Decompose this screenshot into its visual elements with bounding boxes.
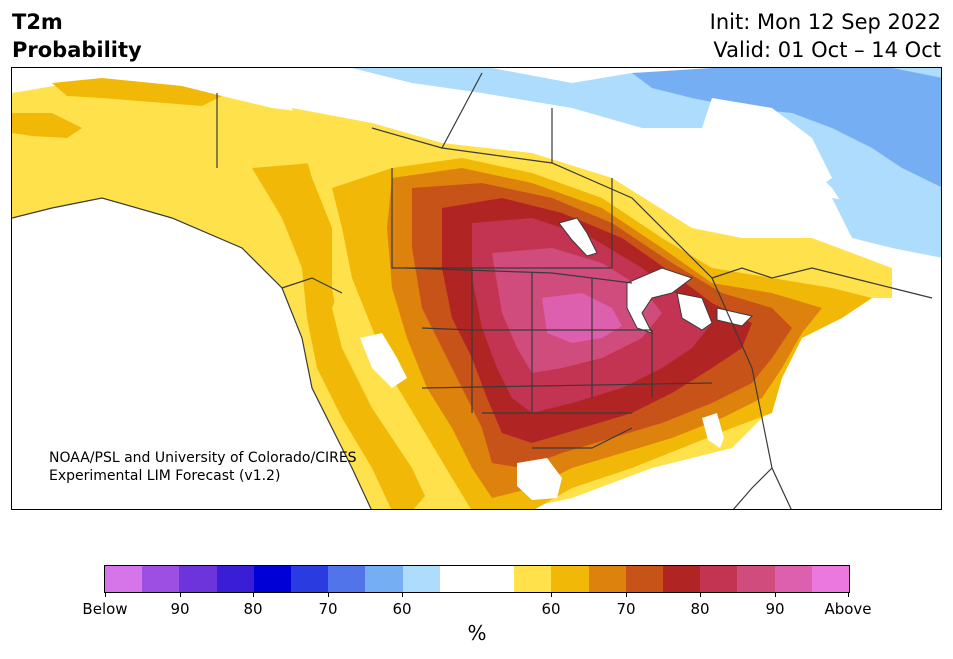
colorbar-tick-mark <box>402 593 403 597</box>
canada-blue-region <box>632 68 941 188</box>
labrador-light-blue <box>832 198 941 258</box>
colorbar-tick-above: Above <box>824 600 872 618</box>
colorbar-swatch <box>328 566 366 592</box>
probability-colorbar <box>104 565 850 593</box>
colorbar-tick-below-70: 70 <box>318 600 338 618</box>
colorbar-tick-below-60: 60 <box>392 600 412 618</box>
mexico-white-patch <box>517 458 562 500</box>
colorbar-tick-above-80: 80 <box>690 600 710 618</box>
colorbar-swatch <box>179 566 217 592</box>
colorbar-swatch <box>663 566 701 592</box>
colorbar-tick-below-90: 90 <box>170 600 190 618</box>
colorbar-tick-mark <box>253 593 254 597</box>
colorbar-swatch <box>365 566 403 592</box>
map-canvas <box>12 68 941 509</box>
colorbar-swatch <box>774 566 812 592</box>
west-coast-white-patch <box>360 333 407 388</box>
colorbar-tick-mark <box>328 593 329 597</box>
colorbar-swatch <box>216 566 254 592</box>
colorbar-swatch <box>402 566 440 592</box>
alaska-orange-patch <box>52 78 222 106</box>
credit-line-2: Experimental LIM Forecast (v1.2) <box>49 468 281 484</box>
coastlines <box>12 72 933 509</box>
colorbar-swatch <box>253 566 292 592</box>
title-line-1: T2m <box>12 10 63 34</box>
credit-line-1: NOAA/PSL and University of Colorado/CIRE… <box>49 450 357 466</box>
colorbar-tick-mark <box>105 593 106 597</box>
init-date: Init: Mon 12 Sep 2022 <box>709 10 941 34</box>
colorbar-tick-mark <box>626 593 627 597</box>
colorbar-swatch <box>105 566 143 592</box>
alaska-orange-patch-2 <box>12 113 82 138</box>
colorbar-swatch <box>700 566 738 592</box>
colorbar-tick-mark <box>775 593 776 597</box>
colorbar-tick-mark <box>700 593 701 597</box>
colorbar-swatch <box>588 566 626 592</box>
colorbar-tick-above-70: 70 <box>616 600 636 618</box>
florida-white <box>702 413 724 448</box>
title-line-2: Probability <box>12 38 142 62</box>
colorbar-swatch <box>514 566 552 592</box>
colorbar-swatch <box>439 566 478 592</box>
colorbar-swatch <box>625 566 664 592</box>
colorbar-swatch <box>811 566 850 592</box>
hudson-bay-white <box>702 98 832 198</box>
forecast-dates: Init: Mon 12 Sep 2022 Valid: 01 Oct – 14… <box>710 8 941 64</box>
colorbar-tick-below-80: 80 <box>243 600 263 618</box>
colorbar-tick-above-60: 60 <box>541 600 561 618</box>
lake-winnipeg <box>558 217 598 257</box>
colorbar-tick-mark <box>848 593 849 597</box>
colorbar-tick-above-90: 90 <box>765 600 785 618</box>
colorbar-tick-mark <box>551 593 552 597</box>
credit-text: NOAA/PSL and University of Colorado/CIRE… <box>49 449 357 485</box>
map-title: T2m Probability <box>12 8 142 64</box>
colorbar-swatch <box>477 566 515 592</box>
colorbar-unit: % <box>467 621 487 645</box>
valid-range: Valid: 01 Oct – 14 Oct <box>713 38 941 62</box>
colorbar-swatch <box>142 566 180 592</box>
great-lakes <box>626 267 753 334</box>
colorbar-swatch <box>551 566 589 592</box>
colorbar-swatch <box>291 566 329 592</box>
colorbar-tick-mark <box>180 593 181 597</box>
colorbar-swatch <box>737 566 775 592</box>
probability-map <box>11 67 942 510</box>
colorbar-tick-below: Below <box>82 600 128 618</box>
